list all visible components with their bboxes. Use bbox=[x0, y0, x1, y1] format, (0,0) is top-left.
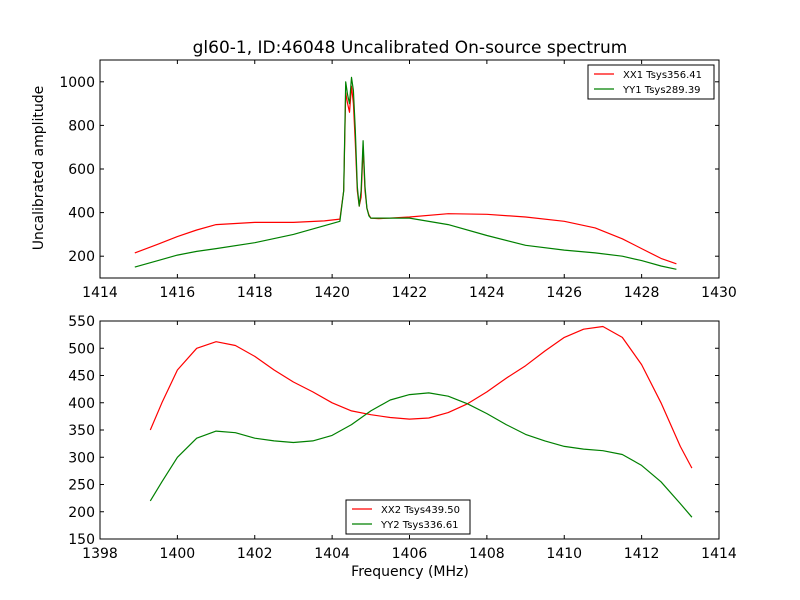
bottom-y-tick-label: 450 bbox=[68, 369, 95, 385]
top-x-tick-label: 1418 bbox=[237, 285, 273, 301]
top-y-tick-label: 600 bbox=[68, 162, 95, 178]
top-legend-label-2: YY1 Tsys289.39 bbox=[622, 85, 701, 96]
top-x-tick-label: 1428 bbox=[624, 285, 660, 301]
top-y-tick-label: 1000 bbox=[59, 75, 95, 91]
bottom-y-tick-label: 150 bbox=[68, 532, 95, 548]
top-y-tick-label: 400 bbox=[68, 206, 95, 222]
bottom-x-tick-label: 1410 bbox=[546, 546, 582, 562]
bottom-spectrum-chart: 1398 1400 1402 1404 1406 1408 1410 1412 1414 150 2… bbox=[68, 314, 737, 562]
bottom-y-tick-label: 250 bbox=[68, 478, 95, 494]
top-spectrum-chart: 1414 1416 1418 1420 1422 1424 1426 1428 1430 200 4… bbox=[59, 59, 737, 301]
bottom-series-line-1 bbox=[149, 325, 693, 469]
bottom-x-tick-label: 1408 bbox=[469, 546, 505, 562]
bottom-y-tick-label: 400 bbox=[68, 396, 95, 412]
top-x-tick-label: 1420 bbox=[314, 285, 350, 301]
top-x-tick-label: 1414 bbox=[82, 285, 118, 301]
top-legend-label-1: XX1 Tsys356.41 bbox=[623, 70, 702, 81]
top-x-tick-label: 1424 bbox=[469, 285, 505, 301]
top-x-tick-label: 1430 bbox=[701, 285, 737, 301]
top-x-tick-label: 1422 bbox=[392, 285, 428, 301]
bottom-x-tick-label: 1412 bbox=[624, 546, 660, 562]
bottom-x-tick-label: 1402 bbox=[237, 546, 273, 562]
bottom-chart-xlabel: Frequency (MHz) bbox=[351, 564, 469, 580]
top-x-tick-label: 1416 bbox=[160, 285, 196, 301]
top-chart-title: gl60-1, ID:46048 Uncalibrated On-source … bbox=[193, 38, 628, 58]
bottom-series-line-2 bbox=[149, 392, 693, 518]
bottom-y-tick-label: 200 bbox=[68, 505, 95, 521]
bottom-x-tick-label: 1404 bbox=[314, 546, 350, 562]
bottom-legend-label-2: YY2 Tsys336.61 bbox=[380, 520, 459, 531]
top-series-line-1 bbox=[134, 85, 677, 265]
bottom-x-tick-label: 1400 bbox=[160, 546, 196, 562]
top-y-tick-label: 800 bbox=[68, 118, 95, 134]
bottom-y-tick-label: 350 bbox=[68, 423, 95, 439]
bottom-x-tick-label: 1406 bbox=[392, 546, 428, 562]
top-series-line-2 bbox=[134, 76, 677, 270]
bottom-x-tick-label: 1414 bbox=[701, 546, 737, 562]
bottom-x-tick-label: 1398 bbox=[82, 546, 118, 562]
top-y-tick-label: 200 bbox=[68, 249, 95, 265]
top-x-tick-label: 1426 bbox=[546, 285, 582, 301]
bottom-y-tick-label: 300 bbox=[68, 450, 95, 466]
bottom-legend-label-1: XX2 Tsys439.50 bbox=[381, 505, 460, 516]
bottom-y-tick-label: 550 bbox=[68, 314, 95, 330]
top-chart-ylabel: Uncalibrated amplitude bbox=[31, 86, 47, 251]
top-legend: XX1 Tsys356.41 YY1 Tsys289.39 bbox=[587, 64, 715, 100]
bottom-y-tick-label: 500 bbox=[68, 341, 95, 357]
bottom-legend: XX2 Tsys439.50 YY2 Tsys336.61 bbox=[345, 499, 471, 535]
